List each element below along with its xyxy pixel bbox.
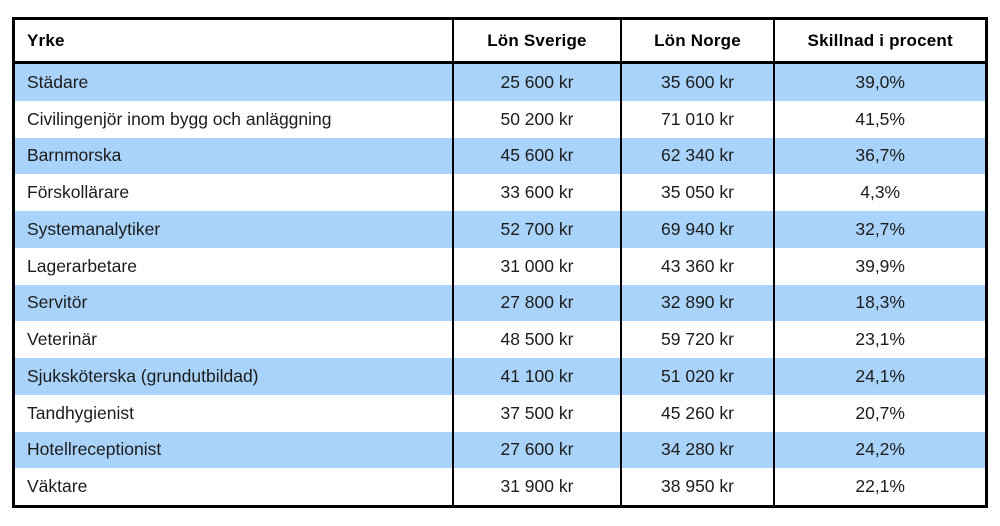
cell-lon-sverige: 37 500 kr [452, 394, 621, 432]
column-header-lon-norge: Lön Norge [619, 18, 775, 64]
cell-yrke: Barnmorska [27, 145, 122, 166]
cell-skillnad: 39,9% [773, 247, 987, 285]
cell-lon-sverige: 31 000 kr [452, 247, 621, 285]
table-row: Veterinär 48 500 kr 59 720 kr 23,1% [14, 321, 987, 358]
cell-lon-norge: 35 600 kr [619, 62, 775, 101]
cell-skillnad: 22,1% [773, 468, 987, 507]
cell-yrke: Sjuksköterska (grundutbildad) [27, 365, 259, 386]
cell-lon-sverige: 45 600 kr [452, 137, 621, 175]
table-row: Tandhygienist 37 500 kr 45 260 kr 20,7% [14, 394, 987, 432]
cell-skillnad: 23,1% [773, 321, 987, 358]
cell-skillnad: 18,3% [773, 284, 987, 322]
column-header-skillnad-i-procent: Skillnad i procent [773, 18, 987, 64]
cell-skillnad: 24,2% [773, 431, 987, 469]
table-row: Städare 25 600 kr 35 600 kr 39,0% [13, 62, 987, 101]
table-header-row: Yrke Lön Sverige Lön Norge Skillnad i pr… [13, 18, 987, 64]
cell-yrke: Städare [27, 71, 89, 92]
cell-yrke: Systemanalytiker [27, 218, 161, 239]
cell-skillnad: 41,5% [773, 100, 987, 138]
table-body: Städare 25 600 kr 35 600 kr 39,0% Civilingen… [13, 62, 987, 507]
table-row: Hotellreceptionist 27 600 kr 34 280 kr 24,2… [13, 431, 987, 469]
cell-yrke: Veterinär [27, 329, 98, 350]
cell-lon-norge: 71 010 kr [619, 100, 775, 138]
cell-lon-norge: 34 280 kr [619, 431, 775, 469]
cell-lon-sverige: 33 600 kr [452, 174, 621, 211]
table-row: Servitör 27 800 kr 32 890 kr 18,3% [13, 284, 987, 322]
cell-lon-sverige: 50 200 kr [452, 100, 621, 138]
cell-lon-norge: 69 940 kr [619, 211, 775, 248]
cell-lon-sverige: 27 600 kr [452, 431, 621, 469]
cell-yrke: Servitör [27, 292, 88, 313]
table-header: Yrke Lön Sverige Lön Norge Skillnad i pr… [13, 18, 987, 64]
cell-yrke: Lagerarbetare [27, 255, 137, 276]
cell-lon-sverige: 25 600 kr [452, 62, 621, 101]
salary-comparison-table: Yrke Lön Sverige Lön Norge Skillnad i pr… [12, 17, 988, 508]
cell-skillnad: 39,0% [773, 62, 987, 101]
table-row: Systemanalytiker 52 700 kr 69 940 kr 32,7% [13, 211, 987, 248]
cell-lon-norge: 32 890 kr [619, 284, 775, 322]
table-row: Väktare 31 900 kr 38 950 kr 22,1% [14, 468, 987, 507]
cell-lon-sverige: 27 800 kr [452, 284, 621, 322]
cell-lon-norge: 59 720 kr [619, 321, 775, 358]
cell-lon-sverige: 41 100 kr [452, 358, 621, 395]
cell-skillnad: 20,7% [773, 394, 987, 432]
cell-yrke: Förskollärare [27, 182, 130, 203]
salary-comparison-table-container: Yrke Lön Sverige Lön Norge Skillnad i pr… [12, 17, 988, 508]
cell-skillnad: 24,1% [773, 358, 987, 395]
table-row: Barnmorska 45 600 kr 62 340 kr 36,7% [13, 137, 987, 175]
cell-skillnad: 36,7% [773, 137, 987, 175]
cell-skillnad: 4,3% [773, 174, 987, 211]
cell-lon-norge: 51 020 kr [619, 358, 775, 395]
cell-yrke: Hotellreceptionist [27, 439, 162, 460]
cell-lon-norge: 38 950 kr [619, 468, 775, 507]
cell-lon-sverige: 31 900 kr [452, 468, 621, 507]
column-header-yrke: Yrke [13, 18, 454, 64]
cell-lon-sverige: 52 700 kr [452, 211, 621, 248]
cell-lon-norge: 45 260 kr [619, 394, 775, 432]
cell-lon-norge: 43 360 kr [619, 247, 775, 285]
cell-lon-sverige: 48 500 kr [452, 321, 621, 358]
column-header-lon-sverige: Lön Sverige [452, 18, 621, 64]
table-row: Förskollärare 33 600 kr 35 050 kr 4,3% [14, 174, 987, 211]
cell-yrke: Väktare [27, 476, 88, 497]
cell-skillnad: 32,7% [773, 211, 987, 248]
cell-yrke: Tandhygienist [27, 402, 135, 423]
cell-lon-norge: 62 340 kr [619, 137, 775, 175]
table-row: Lagerarbetare 31 000 kr 43 360 kr 39,9% [14, 247, 987, 285]
table-row: Civilingenjör inom bygg och anläggning 50… [14, 100, 987, 138]
cell-yrke: Civilingenjör inom bygg och anläggning [27, 108, 332, 129]
cell-lon-norge: 35 050 kr [619, 174, 775, 211]
table-row: Sjuksköterska (grundutbildad) 41 100 kr 51… [13, 358, 987, 395]
